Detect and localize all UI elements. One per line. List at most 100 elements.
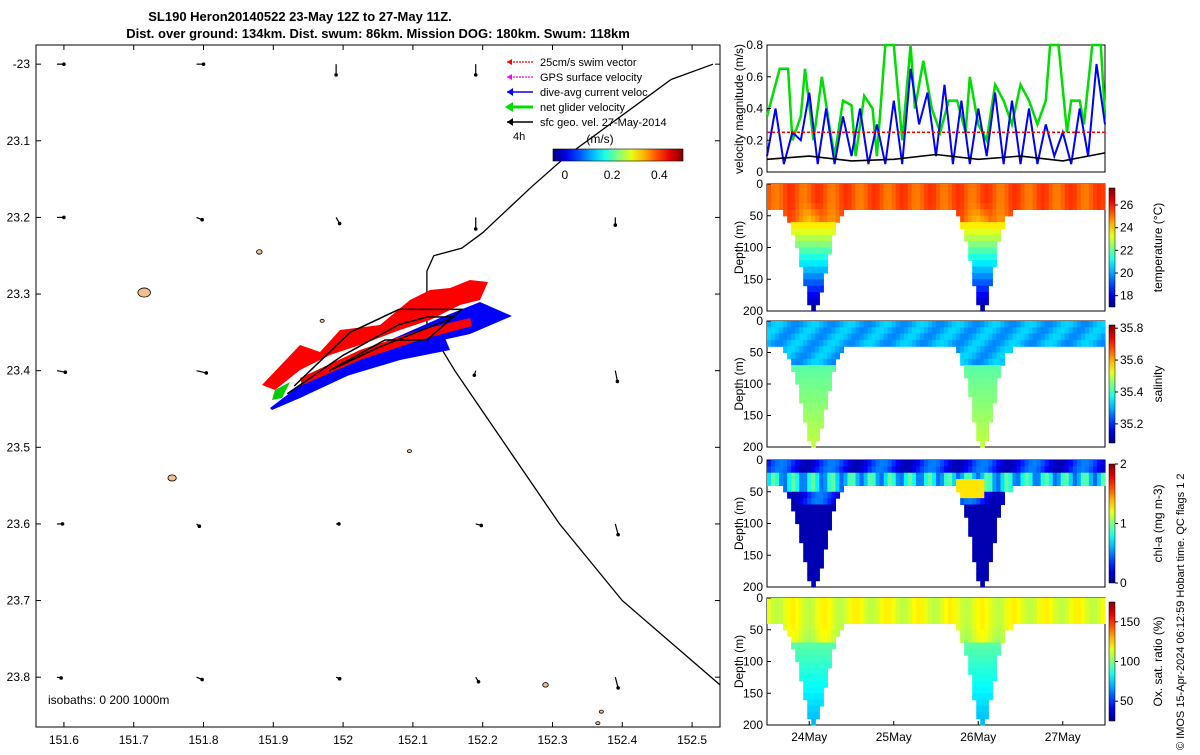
section-cell-temperature (815, 215, 820, 223)
section-cell-salinity (984, 402, 989, 410)
section-cell-salinity (831, 333, 837, 341)
section-cell-salinity (1080, 321, 1086, 328)
section-cell-chl-a (976, 466, 981, 474)
section-cell-salinity (779, 321, 784, 328)
section-cell-oxygen (799, 674, 804, 682)
legend-gps-arrow (507, 74, 512, 80)
section-cell-chl-a (803, 536, 808, 544)
section-cell-temperature (976, 209, 981, 217)
section-cell-salinity (867, 321, 873, 328)
section-cell-chl-a (791, 485, 796, 493)
section-cell-oxygen (984, 610, 989, 618)
section-cell-chl-a (1012, 466, 1018, 474)
section-cell-oxygen (823, 648, 828, 656)
section-cell-temperature (980, 304, 985, 312)
section-cell-oxygen (1024, 617, 1030, 624)
section-cell-salinity (960, 333, 965, 341)
section-cell-temperature (980, 209, 985, 217)
section-cell-temperature (988, 196, 993, 204)
section-cell-oxygen (984, 680, 989, 688)
section-cell-temperature (940, 190, 945, 198)
section-cell-temperature (1084, 190, 1090, 198)
section-cell-oxygen (803, 617, 808, 624)
section-cell-chl-a (815, 536, 820, 544)
section-cell-chl-a (875, 472, 881, 480)
section-cell-salinity (819, 333, 824, 341)
section-cell-chl-a (1028, 460, 1034, 467)
section-cell-salinity (823, 346, 828, 354)
section-cell-oxygen (823, 667, 828, 675)
section-cell-oxygen (1008, 623, 1014, 631)
section-cell-chl-a (863, 472, 869, 480)
section-cell-temperature (831, 196, 837, 204)
section-cell-salinity (988, 327, 993, 335)
section-cell-salinity (831, 321, 837, 328)
section-cell-temperature (988, 203, 993, 210)
section-cell-chl-a (972, 472, 977, 480)
section-cell-chl-a (996, 485, 1001, 493)
section-cell-oxygen (960, 610, 965, 618)
section-cell-temperature (843, 196, 849, 204)
section-cell-oxygen (972, 623, 977, 631)
section-cell-chl-a (960, 460, 965, 467)
section-cell-salinity (1048, 339, 1054, 347)
section-cell-salinity (1096, 321, 1102, 328)
section-cell-oxygen (811, 610, 816, 618)
section-cell-chl-a (863, 466, 869, 474)
section-cell-oxygen (984, 642, 989, 650)
section-cell-salinity (976, 384, 981, 391)
section-cell-oxygen (1096, 598, 1102, 605)
section-cell-salinity (1080, 339, 1086, 347)
section-cell-chl-a (968, 479, 973, 486)
section-cell-salinity (964, 346, 969, 354)
section-cell-chl-a (992, 510, 997, 518)
section-cell-oxygen (1040, 598, 1046, 605)
section-cell-chl-a (823, 466, 828, 474)
date-tick-label: 27May (1045, 730, 1081, 744)
section-cell-salinity (1000, 339, 1006, 347)
section-cell-salinity (940, 333, 945, 341)
swim-vector-fan-2 (300, 318, 472, 385)
section-cell-oxygen (859, 617, 865, 624)
section-cell-salinity (992, 339, 997, 347)
section-cell-salinity (968, 377, 973, 385)
section-cell-oxygen (976, 636, 981, 644)
section-cell-salinity (827, 321, 832, 328)
section-cell-salinity (988, 333, 993, 341)
section-cell-salinity (972, 415, 977, 423)
section-cell-temperature (823, 228, 828, 236)
section-cell-oxygen (819, 686, 824, 694)
section-cell-salinity (891, 339, 897, 347)
section-cell-temperature (875, 196, 881, 204)
section-cell-chl-a (976, 561, 981, 569)
section-cell-salinity (1064, 333, 1070, 341)
velocity-y-tick-label: 0.6 (746, 70, 763, 84)
section-cell-salinity (1084, 321, 1090, 328)
section-cell-temperature (831, 203, 837, 210)
section-cell-chl-a (936, 472, 941, 480)
section-cell-temperature (871, 184, 877, 191)
section-cell-salinity (791, 321, 796, 328)
section-cell-oxygen (847, 617, 853, 624)
section-cell-oxygen (791, 598, 796, 605)
section-cell-oxygen (823, 674, 828, 682)
section-cell-temperature (807, 266, 812, 274)
section-cell-oxygen (1028, 617, 1034, 624)
section-cell-oxygen (988, 686, 993, 694)
section-cell-temperature (948, 203, 953, 210)
section-cell-temperature (811, 260, 816, 268)
section-cell-chl-a (980, 567, 985, 575)
section-cell-chl-a (972, 466, 977, 474)
section-cell-oxygen (883, 610, 889, 618)
section-cell-chl-a (779, 472, 784, 480)
section-cell-temperature (927, 190, 933, 198)
section-cell-salinity (819, 327, 824, 335)
section-cell-salinity (799, 333, 804, 341)
section-cell-chl-a (831, 498, 837, 506)
section-ylabel-salinity: Depth (m) (732, 357, 746, 410)
section-cell-chl-a (819, 529, 824, 537)
section-cell-oxygen (968, 667, 973, 675)
section-cell-oxygen (972, 667, 977, 675)
section-cell-chl-a (779, 479, 784, 486)
section-cell-temperature (968, 209, 973, 217)
